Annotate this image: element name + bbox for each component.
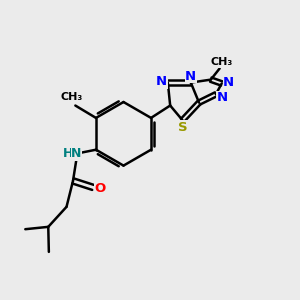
Text: H: H	[62, 147, 73, 160]
Text: N: N	[156, 75, 167, 88]
Text: N: N	[185, 70, 196, 83]
Text: CH₃: CH₃	[61, 92, 83, 102]
Text: S: S	[178, 121, 188, 134]
Text: CH₃: CH₃	[211, 57, 233, 67]
Text: N: N	[217, 92, 228, 104]
Text: N: N	[223, 76, 234, 89]
Text: N: N	[71, 147, 82, 160]
Text: O: O	[94, 182, 106, 195]
